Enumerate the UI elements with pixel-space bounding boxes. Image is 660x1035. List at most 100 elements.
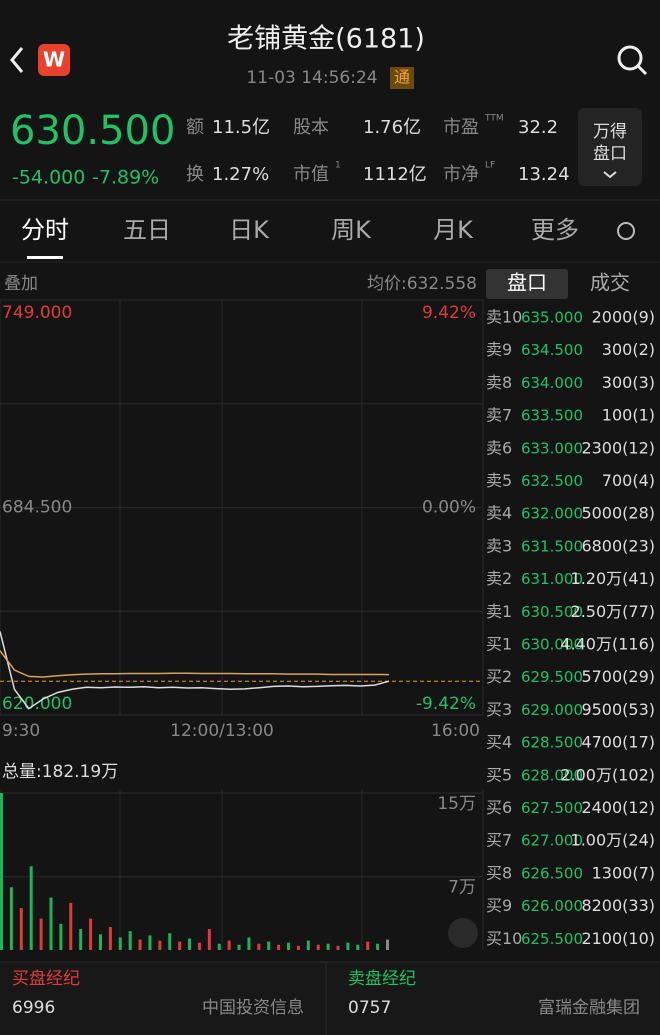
order-price: 632.500 bbox=[521, 472, 583, 490]
order-price: 633.000 bbox=[521, 439, 583, 457]
back-button[interactable] bbox=[10, 47, 24, 73]
volume-bar bbox=[247, 937, 251, 950]
button-line: 万得 bbox=[593, 122, 627, 142]
tab[interactable]: 五日 bbox=[123, 216, 171, 244]
stat-value: 32.2 bbox=[518, 117, 558, 138]
volume-bar bbox=[49, 897, 53, 950]
tab[interactable]: 日K bbox=[229, 216, 270, 244]
tab[interactable]: 月K bbox=[433, 216, 474, 244]
volume-bar bbox=[29, 866, 33, 950]
order-side: 买10 bbox=[486, 929, 522, 948]
volume-bar bbox=[217, 943, 221, 950]
volume-bar bbox=[296, 945, 300, 950]
volume-bar bbox=[287, 942, 291, 950]
volume-bar bbox=[346, 942, 350, 950]
depth-button[interactable] bbox=[578, 108, 642, 186]
volume-bar bbox=[306, 940, 310, 950]
order-side: 买9 bbox=[486, 896, 512, 915]
stat-label: 市净 bbox=[443, 164, 479, 185]
order-price: 628.500 bbox=[521, 734, 583, 752]
title: 老铺黄金(6181) bbox=[227, 24, 425, 55]
order-price: 626.000 bbox=[521, 897, 583, 915]
x-label: 12:00/13:00 bbox=[170, 721, 274, 741]
order-volume: 300(2) bbox=[602, 340, 655, 359]
volume-bar bbox=[158, 940, 162, 950]
volume-bar bbox=[257, 943, 261, 950]
volume-bar bbox=[227, 940, 231, 950]
order-volume: 9500(53) bbox=[581, 700, 655, 719]
order-side: 卖4 bbox=[486, 504, 512, 523]
search-handle bbox=[636, 64, 648, 76]
tab[interactable]: 周K bbox=[331, 216, 372, 244]
order-volume: 700(4) bbox=[602, 471, 655, 490]
volume-bar bbox=[138, 939, 142, 950]
order-price: 626.500 bbox=[521, 864, 583, 882]
stat-label: 市盈 bbox=[443, 117, 479, 138]
volume-bar bbox=[98, 934, 102, 950]
stat-label: 换 bbox=[186, 164, 204, 185]
volume-bar bbox=[9, 887, 13, 950]
volume-bar bbox=[178, 941, 182, 950]
order-price: 625.500 bbox=[521, 930, 583, 948]
volume-bar bbox=[118, 937, 122, 950]
overlay-label: 叠加 bbox=[4, 274, 38, 294]
volume-bar bbox=[188, 938, 192, 950]
volume-bar bbox=[148, 935, 152, 950]
tab[interactable]: 更多 bbox=[531, 216, 579, 244]
y-tick-label: 7万 bbox=[448, 878, 476, 898]
change: -54.000 bbox=[12, 167, 85, 189]
order-side: 卖2 bbox=[486, 569, 512, 588]
order-side: 卖10 bbox=[486, 308, 522, 327]
stat-value: 11.5亿 bbox=[212, 117, 270, 138]
search-button[interactable] bbox=[617, 45, 643, 71]
order-side: 卖6 bbox=[486, 438, 512, 457]
order-volume: 1.00万(24) bbox=[571, 831, 655, 850]
price: 630.500 bbox=[10, 108, 175, 154]
volume-bar bbox=[376, 943, 380, 950]
order-price: 632.000 bbox=[521, 505, 583, 523]
y-tick-label: 749.000 bbox=[2, 303, 72, 323]
order-volume: 2100(10) bbox=[581, 929, 655, 948]
broker-title: 卖盘经纪 bbox=[348, 969, 416, 989]
order-volume: 1300(7) bbox=[592, 863, 655, 882]
order-volume: 5700(29) bbox=[581, 667, 655, 686]
order-volume: 2.00万(102) bbox=[560, 765, 655, 784]
order-price: 633.500 bbox=[521, 407, 583, 425]
order-side: 卖8 bbox=[486, 373, 512, 392]
order-side: 卖9 bbox=[486, 340, 512, 359]
volume-bar bbox=[366, 941, 370, 950]
order-side: 买7 bbox=[486, 831, 512, 850]
order-tab[interactable]: 成交 bbox=[590, 271, 630, 295]
volume-bar bbox=[108, 926, 112, 950]
app-icon[interactable] bbox=[38, 44, 70, 76]
order-volume: 4.40万(116) bbox=[560, 635, 655, 654]
button-line: 盘口 bbox=[593, 144, 627, 164]
y-tick-label: 620.000 bbox=[2, 694, 72, 714]
order-volume: 100(1) bbox=[602, 406, 655, 425]
pct-label: 9.42% bbox=[422, 303, 476, 323]
order-side: 买6 bbox=[486, 798, 512, 817]
order-price: 631.000 bbox=[521, 570, 583, 588]
order-price: 627.500 bbox=[521, 799, 583, 817]
order-price: 629.500 bbox=[521, 668, 583, 686]
tab[interactable]: 分时 bbox=[21, 216, 69, 244]
stat-sup: 1 bbox=[335, 161, 341, 171]
order-side: 卖3 bbox=[486, 536, 512, 555]
stat-value: 1112亿 bbox=[363, 164, 427, 185]
order-volume: 8200(33) bbox=[581, 896, 655, 915]
settings-button[interactable] bbox=[617, 222, 635, 240]
order-volume: 1.20万(41) bbox=[571, 569, 655, 588]
order-price: 627.000 bbox=[521, 832, 583, 850]
volume-bar bbox=[197, 942, 201, 950]
order-tab[interactable]: 盘口 bbox=[507, 271, 547, 295]
volume-bar bbox=[326, 943, 330, 950]
volume-bar bbox=[207, 929, 211, 950]
volume-bar bbox=[277, 944, 281, 950]
expand-button[interactable] bbox=[448, 918, 478, 948]
order-volume: 300(3) bbox=[602, 373, 655, 392]
order-tab-active bbox=[486, 269, 568, 299]
y-tick-label: 684.500 bbox=[2, 498, 72, 518]
order-side: 买4 bbox=[486, 733, 512, 752]
volume-bar bbox=[336, 945, 340, 950]
